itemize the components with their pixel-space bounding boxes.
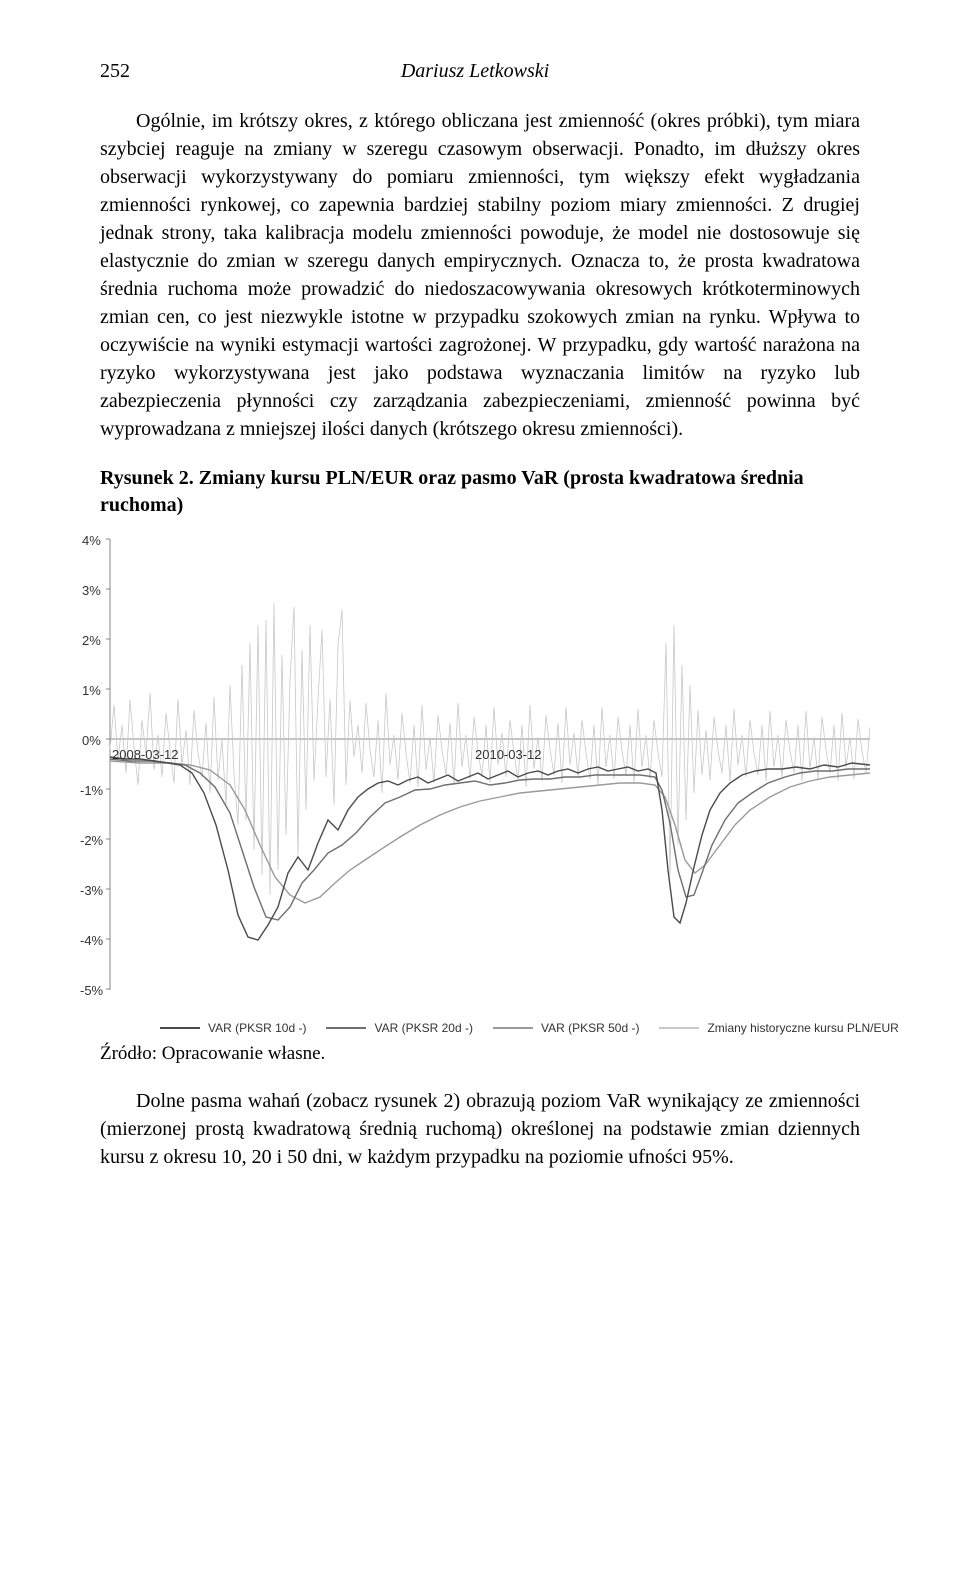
legend-item: VAR (PKSR 10d -) <box>160 1021 306 1035</box>
y-tick-label: 0% <box>82 733 101 748</box>
y-tick-label: -2% <box>80 833 103 848</box>
y-tick-label: -3% <box>80 883 103 898</box>
figure-caption: Rysunek 2. Zmiany kursu PLN/EUR oraz pas… <box>100 465 860 519</box>
legend-swatch <box>493 1027 533 1029</box>
y-tick-label: -4% <box>80 933 103 948</box>
series-var20 <box>110 759 870 920</box>
y-tick-label: 4% <box>82 533 101 548</box>
y-tick-label: 1% <box>82 683 101 698</box>
legend-label: VAR (PKSR 20d -) <box>374 1021 472 1035</box>
legend-label: VAR (PKSR 10d -) <box>208 1021 306 1035</box>
y-tick-label: -1% <box>80 783 103 798</box>
chart-svg <box>80 525 870 1015</box>
legend-swatch <box>160 1027 200 1029</box>
page-header: 252 Dariusz Letkowski <box>100 60 860 83</box>
y-tick-label: 3% <box>82 583 101 598</box>
figure-caption-prefix: Rysunek 2. Zmiany kursu PLN/EUR oraz pas… <box>100 467 804 516</box>
legend-item: VAR (PKSR 50d -) <box>493 1021 639 1035</box>
paragraph-2: Dolne pasma wahań (zobacz rysunek 2) obr… <box>100 1087 860 1171</box>
legend-item: Zmiany historyczne kursu PLN/EUR <box>659 1021 898 1035</box>
x-tick-label: 2008-03-12 <box>112 747 179 762</box>
x-tick-label: 2010-03-12 <box>475 747 542 762</box>
legend-label: Zmiany historyczne kursu PLN/EUR <box>707 1021 898 1035</box>
chart-legend: VAR (PKSR 10d -) VAR (PKSR 20d -) VAR (P… <box>160 1021 840 1035</box>
author-name: Dariusz Letkowski <box>130 60 820 83</box>
legend-label: VAR (PKSR 50d -) <box>541 1021 639 1035</box>
page-number: 252 <box>100 60 130 83</box>
figure-source: Źródło: Opracowanie własne. <box>100 1043 860 1065</box>
y-tick-label: 2% <box>82 633 101 648</box>
legend-swatch <box>659 1027 699 1029</box>
var-chart: 4% 3% 2% 1% 0% -1% -2% -3% -4% -5% 2008-… <box>80 525 870 1015</box>
legend-item: VAR (PKSR 20d -) <box>326 1021 472 1035</box>
legend-swatch <box>326 1027 366 1029</box>
paragraph-1: Ogólnie, im krótszy okres, z którego obl… <box>100 107 860 443</box>
y-tick-label: -5% <box>80 983 103 998</box>
